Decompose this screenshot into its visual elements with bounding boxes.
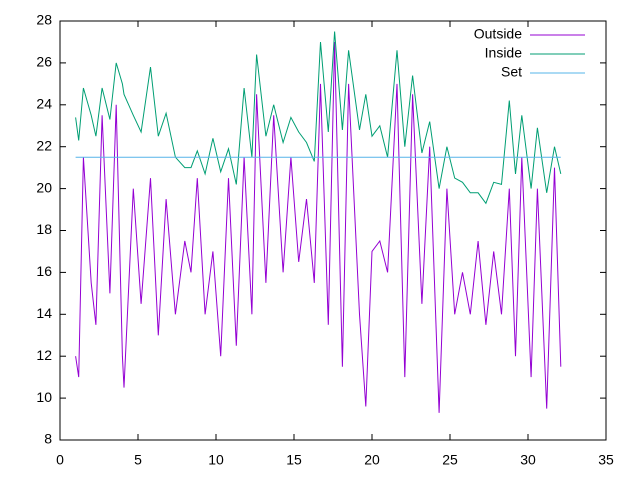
y-tick-label: 16 [36,263,52,279]
y-tick-label: 20 [36,179,52,195]
legend-label: Outside [474,26,522,42]
legend-label: Set [501,64,522,80]
x-tick-label: 35 [598,452,614,468]
y-tick-label: 10 [36,389,52,405]
series-line [75,41,562,413]
x-tick-label: 25 [442,452,458,468]
series-line [75,31,562,205]
y-tick-label: 18 [36,221,52,237]
x-tick-label: 15 [286,452,302,468]
x-tick-label: 30 [520,452,536,468]
x-tick-label: 10 [208,452,224,468]
y-tick-label: 12 [36,347,52,363]
plot-frame [59,20,607,441]
legend-label: Inside [485,45,523,61]
y-tick-label: 24 [36,96,52,112]
x-tick-label: 5 [134,452,142,468]
y-tick-label: 8 [44,431,52,447]
y-tick-label: 22 [36,137,52,153]
y-tick-label: 14 [36,305,52,321]
x-tick-label: 0 [56,452,64,468]
x-tick-label: 20 [364,452,380,468]
y-tick-label: 28 [36,12,52,28]
y-tick-label: 26 [36,54,52,70]
